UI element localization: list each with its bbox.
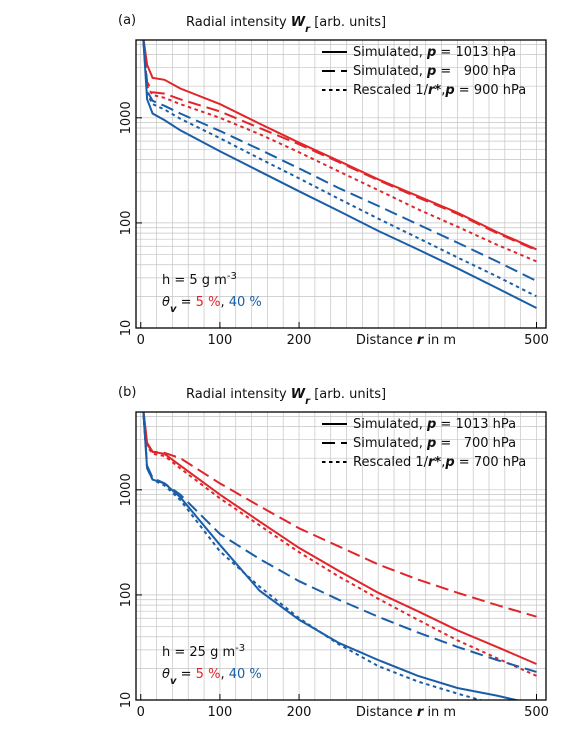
text-part: r (305, 396, 311, 407)
series-line (142, 40, 537, 309)
legend-label: Simulated, p = 1013 hPa (353, 417, 516, 432)
x-tick-label: 200 (287, 705, 312, 720)
plot-frame (135, 411, 547, 701)
series-line (142, 40, 537, 263)
text-part: Distance (356, 333, 417, 348)
legend-label: Rescaled 1/r*,p = 900 hPa (353, 83, 526, 98)
y-tick-label: 100 (119, 210, 134, 235)
annotation: h = 5 g m-3 (162, 271, 237, 289)
text-part: r (417, 333, 425, 348)
series-line (142, 40, 537, 251)
text-part: Simulated, (353, 436, 427, 451)
text-part: r* (428, 83, 441, 98)
text-part: 40 % (229, 667, 262, 682)
x-tick-label: 500 (524, 333, 549, 348)
text-part: = 700 hPa (455, 455, 527, 470)
text-part: v (170, 676, 177, 687)
legend-label: Simulated, p = 1013 hPa (353, 45, 516, 60)
text-part: Rescaled 1/ (353, 83, 429, 98)
text-part: -3 (227, 271, 237, 282)
text-part: h = 25 g m (162, 645, 235, 660)
text-part: in m (423, 705, 456, 720)
text-part: p (426, 45, 436, 60)
text-part: Distance (356, 705, 417, 720)
plot-area (142, 412, 537, 700)
text-part: = 1013 hPa (436, 417, 516, 432)
text-part: θ (162, 295, 170, 310)
text-part: Simulated, (353, 64, 427, 79)
x-axis-label: Distance r in m (356, 705, 456, 720)
x-tick-label: 0 (137, 333, 145, 348)
y-tick-label: 10 (119, 320, 134, 337)
y-tick-label: 10 (119, 692, 134, 709)
annotation: θv = 5 %, 40 % (162, 295, 262, 315)
text-part: Rescaled 1/ (353, 455, 429, 470)
series-line (142, 412, 521, 700)
text-part: = (177, 295, 196, 310)
x-tick-label: 100 (207, 333, 232, 348)
text-part: = 900 hPa (455, 83, 527, 98)
text-part: p (426, 64, 436, 79)
text-part: W (291, 15, 306, 30)
series-line (142, 412, 537, 618)
text-part: p (426, 417, 436, 432)
series-line (142, 40, 537, 282)
y-tick-label: 100 (119, 582, 134, 607)
text-part: r* (428, 455, 441, 470)
text-part: p (426, 436, 436, 451)
text-part: W (291, 387, 306, 402)
panel-label: (b) (118, 385, 136, 400)
series-line (142, 412, 537, 673)
text-part: = 700 hPa (436, 436, 516, 451)
text-part: = 1013 hPa (436, 45, 516, 60)
text-part: in m (423, 333, 456, 348)
annotation: θv = 5 %, 40 % (162, 667, 262, 687)
text-part: = (177, 667, 196, 682)
annotation: h = 25 g m-3 (162, 643, 245, 661)
text-part: , (220, 295, 228, 310)
text-part: Radial intensity (186, 387, 291, 402)
text-part: Simulated, (353, 45, 427, 60)
plot-area (142, 40, 537, 309)
text-part: 5 % (196, 295, 221, 310)
text-part: = 900 hPa (436, 64, 516, 79)
series-line (142, 40, 537, 298)
x-tick-label: 200 (287, 333, 312, 348)
chart-title: Radial intensity Wr [arb. units] (186, 15, 386, 35)
text-part: p (444, 455, 454, 470)
text-part: -3 (235, 643, 245, 654)
text-part: v (170, 304, 177, 315)
y-tick-label: 1000 (119, 101, 134, 134)
text-part: , (441, 455, 445, 470)
text-part: p (444, 83, 454, 98)
text-part: [arb. units] (310, 387, 386, 402)
text-part: 5 % (196, 667, 221, 682)
text-part: θ (162, 667, 170, 682)
x-tick-label: 500 (524, 705, 549, 720)
x-axis-label: Distance r in m (356, 333, 456, 348)
series-line (142, 412, 537, 677)
legend-label: Rescaled 1/r*,p = 700 hPa (353, 455, 526, 470)
text-part: Simulated, (353, 417, 427, 432)
x-tick-label: 100 (207, 705, 232, 720)
text-part: h = 5 g m (162, 273, 227, 288)
text-part: Radial intensity (186, 15, 291, 30)
x-tick-label: 0 (137, 705, 145, 720)
legend-label: Simulated, p = 900 hPa (353, 64, 516, 79)
text-part: , (441, 83, 445, 98)
text-part: [arb. units] (310, 15, 386, 30)
text-part: r (305, 24, 311, 35)
plot-frame (135, 39, 547, 329)
chart-title: Radial intensity Wr [arb. units] (186, 387, 386, 407)
legend-label: Simulated, p = 700 hPa (353, 436, 516, 451)
panel-label: (a) (118, 13, 136, 28)
text-part: 40 % (229, 295, 262, 310)
y-tick-label: 1000 (119, 473, 134, 506)
text-part: r (417, 705, 425, 720)
text-part: , (220, 667, 228, 682)
series-line (142, 40, 537, 252)
